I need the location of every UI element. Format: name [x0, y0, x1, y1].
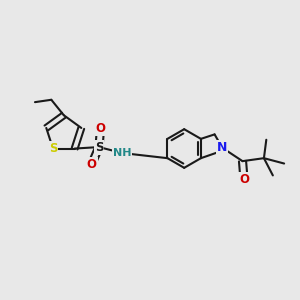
Text: O: O	[239, 173, 249, 186]
Text: S: S	[49, 142, 57, 155]
Text: O: O	[95, 122, 106, 135]
Text: N: N	[217, 141, 227, 154]
Text: S: S	[95, 141, 103, 154]
Text: NH: NH	[113, 148, 131, 158]
Text: O: O	[87, 158, 97, 171]
